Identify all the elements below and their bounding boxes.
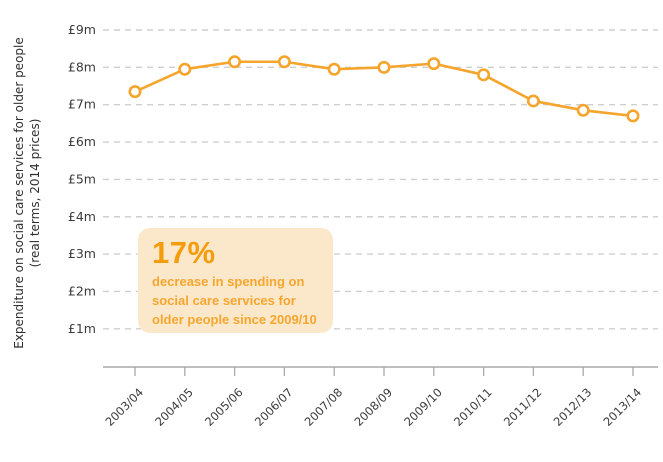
- data-point: [277, 55, 291, 69]
- x-tick-label: 2009/10: [401, 385, 445, 429]
- x-tick-label: 2012/13: [551, 385, 595, 429]
- y-tick-label: £4m: [68, 209, 96, 224]
- data-point: [228, 55, 242, 69]
- x-tick-label: 2010/11: [451, 385, 495, 429]
- data-point: [427, 57, 441, 71]
- data-point: [178, 62, 192, 76]
- annotation-callout: 17% decrease in spending on social care …: [138, 228, 333, 333]
- data-point: [128, 85, 142, 99]
- y-tick-label: £3m: [68, 246, 96, 261]
- annotation-body: decrease in spending on social care serv…: [152, 274, 317, 327]
- y-tick-label: £2m: [68, 283, 96, 298]
- data-point: [327, 62, 341, 76]
- x-tick-label: 2006/07: [252, 385, 296, 429]
- x-tick-label: 2004/05: [152, 385, 196, 429]
- x-tick-label: 2007/08: [302, 385, 346, 429]
- y-tick-label: £9m: [68, 22, 96, 37]
- x-tick-label: 2008/09: [351, 385, 395, 429]
- y-tick-label: £1m: [68, 321, 96, 336]
- y-tick-label: £5m: [68, 171, 96, 186]
- x-tick-label: 2005/06: [202, 385, 246, 429]
- x-tick-label: 2013/14: [600, 385, 644, 429]
- data-point: [477, 68, 491, 82]
- annotation-headline: 17%: [152, 235, 216, 270]
- x-tick-label: 2011/12: [501, 385, 545, 429]
- y-tick-label: £7m: [68, 97, 96, 112]
- data-point: [377, 60, 391, 74]
- y-tick-label: £8m: [68, 59, 96, 74]
- data-point: [576, 103, 590, 117]
- y-tick-label: £6m: [68, 134, 96, 149]
- data-point: [626, 109, 640, 123]
- x-tick-label: 2003/04: [102, 385, 146, 429]
- data-point: [526, 94, 540, 108]
